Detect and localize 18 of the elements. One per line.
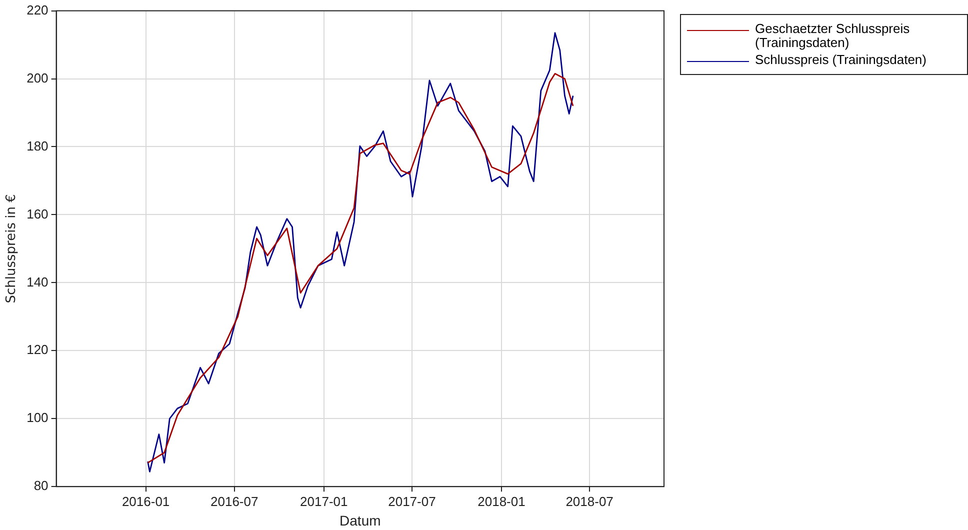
y-tick-label: 180 — [26, 138, 48, 154]
x-axis-title: Datum — [340, 512, 381, 528]
y-tick-label: 200 — [26, 70, 48, 86]
y-tick-label: 100 — [26, 410, 48, 426]
x-tick-label: 2018-01 — [478, 494, 526, 509]
x-tick-label: 2017-01 — [300, 494, 348, 509]
y-tick-label: 80 — [34, 478, 48, 494]
y-tick-label: 220 — [26, 2, 48, 18]
legend-label: Schlusspreis (Trainingsdaten) — [755, 52, 926, 67]
x-tick-label: 2018-07 — [566, 494, 614, 509]
y-tick-label: 140 — [26, 274, 48, 290]
x-tick-label: 2017-07 — [388, 494, 436, 509]
x-tick-label: 2016-01 — [122, 494, 170, 509]
y-tick-label: 160 — [26, 206, 48, 222]
x-tick-label: 2016-07 — [210, 494, 258, 509]
y-axis-title: Schlusspreis in € — [4, 194, 20, 304]
legend-label: Geschaetzter Schlusspreis (Trainingsdaten) — [755, 21, 911, 50]
y-tick-label: 120 — [26, 342, 48, 358]
